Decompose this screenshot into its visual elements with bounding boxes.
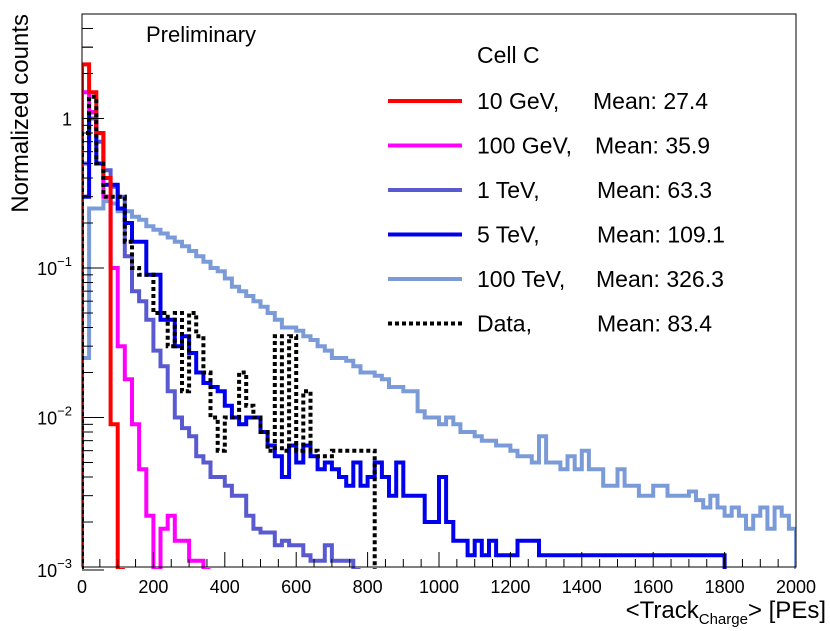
y-tick-exponent: −2 xyxy=(57,403,72,418)
preliminary-label: Preliminary xyxy=(146,22,256,47)
x-axis-label-main: <Track xyxy=(626,597,700,624)
x-tick-label: 800 xyxy=(353,577,383,597)
series-line-4 xyxy=(82,199,796,569)
x-tick-label: 1000 xyxy=(419,577,459,597)
legend-label-5: Data, xyxy=(477,311,532,337)
legend: Cell C 10 GeV, Mean: 27.4 100 GeV, Mean: 35… xyxy=(388,42,725,337)
y-tick-exponent: −1 xyxy=(57,254,72,269)
legend-label-4: 100 TeV, xyxy=(477,266,565,292)
x-tick-label: 1600 xyxy=(633,577,673,597)
x-tick-label: 1800 xyxy=(705,577,745,597)
legend-label-1: 100 GeV, xyxy=(477,133,572,159)
x-tick-label: 400 xyxy=(210,577,240,597)
series-layer xyxy=(82,62,796,569)
series-line-0 xyxy=(82,62,125,569)
x-axis-label: <TrackCharge> [PEs] xyxy=(626,597,826,628)
legend-mean-0: Mean: 27.4 xyxy=(593,88,708,114)
legend-label-2: 1 TeV, xyxy=(477,177,540,203)
x-axis-label-tail: > [PEs] xyxy=(748,597,826,624)
y-axis-label: Normalized counts xyxy=(7,14,34,213)
x-tick-label: 200 xyxy=(138,577,168,597)
y-tick-base: 10 xyxy=(37,408,57,428)
legend-mean-3: Mean: 109.1 xyxy=(597,222,725,248)
y-tick-exponent: −3 xyxy=(57,556,72,571)
legend-title: Cell C xyxy=(477,42,540,68)
y-tick-label: 10−2 xyxy=(37,403,72,428)
legend-mean-5: Mean: 83.4 xyxy=(597,311,712,337)
legend-label-3: 5 TeV, xyxy=(477,222,540,248)
y-tick-label: 1 xyxy=(62,109,72,129)
legend-mean-2: Mean: 63.3 xyxy=(597,177,712,203)
y-tick-label: 10−3 xyxy=(37,556,72,581)
legend-mean-4: Mean: 326.3 xyxy=(596,266,724,292)
x-tick-label: 2000 xyxy=(776,577,816,597)
x-tick-label: 600 xyxy=(281,577,311,597)
y-tick-base: 10 xyxy=(37,561,57,581)
y-tick-label: 10−1 xyxy=(37,254,72,279)
legend-mean-1: Mean: 35.9 xyxy=(595,133,710,159)
x-tick-label: 0 xyxy=(77,577,87,597)
x-tick-label: 1400 xyxy=(562,577,602,597)
x-axis-label-sub: Charge xyxy=(699,611,748,628)
legend-label-0: 10 GeV, xyxy=(477,88,559,114)
x-tick-label: 1200 xyxy=(490,577,530,597)
series-line-5 xyxy=(82,94,377,569)
axis-layer: 0 200 400 600 800 1000 1200 1400 1600 1800 2000 1 10… xyxy=(37,13,816,597)
y-tick-base: 10 xyxy=(37,259,57,279)
